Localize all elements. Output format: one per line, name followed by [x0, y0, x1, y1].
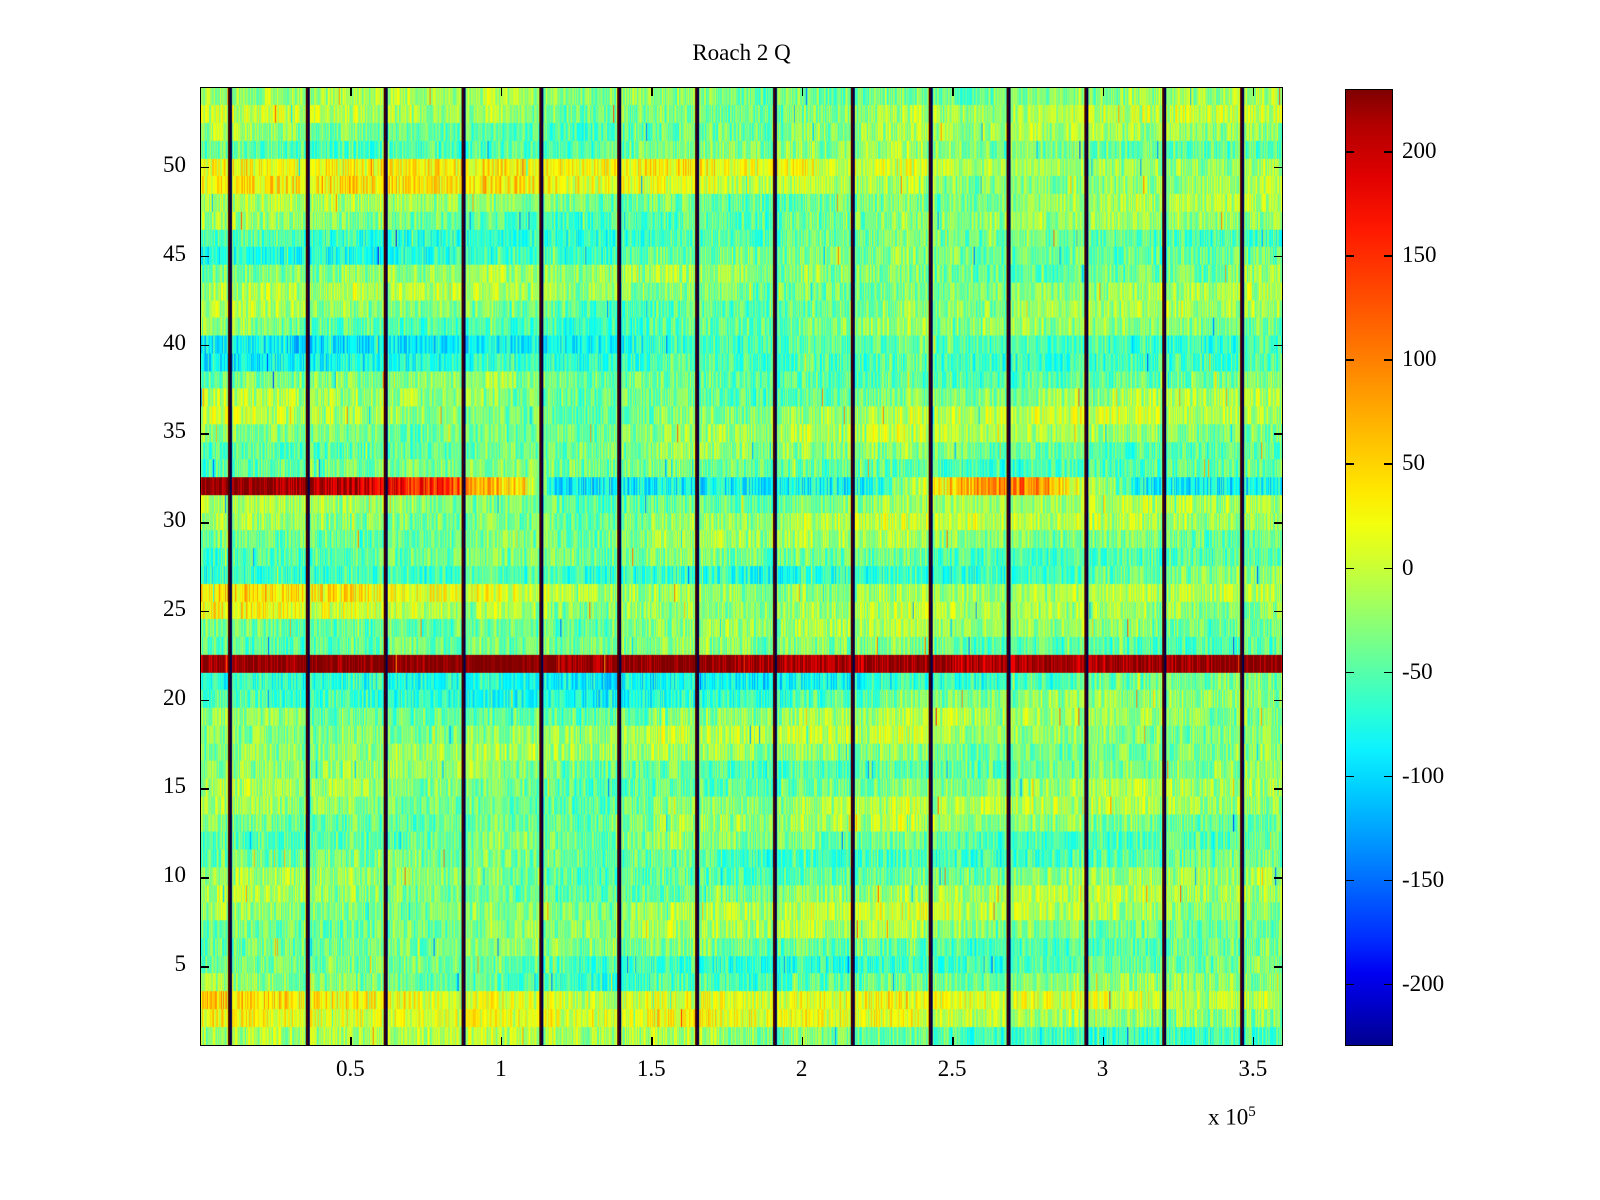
colorbar-tick-label: -50 [1402, 658, 1433, 684]
y-axis-tick-mark [200, 255, 209, 258]
colorbar-tick-mark-right [1384, 567, 1393, 569]
y-axis-tick-mark-right [1274, 788, 1283, 790]
y-axis-tick-mark-right [1274, 966, 1283, 968]
page-title: Roach 2 Q [692, 40, 791, 65]
colorbar-tick-mark-left [1345, 359, 1354, 361]
x-axis-tick-label: 1 [495, 1056, 507, 1081]
y-axis-tick-label: 35 [163, 418, 186, 444]
x-axis-tick-label: 2.5 [937, 1056, 967, 1081]
y-axis-tick-mark-right [1274, 255, 1283, 258]
x-axis-tick-mark [801, 1037, 804, 1046]
y-axis-tick-mark-right [1274, 344, 1283, 346]
y-axis-tick-mark-right [1274, 610, 1283, 613]
x-axis-tick-mark [1102, 1037, 1104, 1046]
colorbar-tick-mark-right [1384, 255, 1393, 257]
x-axis-tick-mark-top [1102, 87, 1104, 96]
y-axis-tick-mark-right [1274, 699, 1283, 702]
x-axis-tick-label: 3 [1096, 1056, 1109, 1081]
x-axis-tick-mark-top [952, 87, 954, 96]
x-axis-tick-mark-top [500, 87, 503, 96]
y-axis-tick-label: 10 [163, 862, 186, 888]
y-axis-tick-label: 20 [163, 684, 186, 710]
colorbar-tick-mark-left [1345, 567, 1354, 569]
x-axis-tick-mark [1252, 1037, 1255, 1046]
y-axis-tick-mark [200, 966, 209, 968]
colorbar-tick-mark-left [1345, 463, 1354, 465]
y-axis-tick-mark-right [1274, 433, 1283, 435]
colorbar-tick-mark-right [1384, 359, 1393, 361]
y-axis-tick-label: 5 [174, 951, 187, 977]
x-axis-tick-mark [651, 1037, 653, 1046]
colorbar-tick-label: -150 [1402, 866, 1445, 892]
x-axis-exponent-power: 5 [1248, 1104, 1256, 1120]
colorbar-tick-mark-right [1384, 671, 1393, 674]
colorbar-tick-label: -100 [1402, 762, 1445, 788]
colorbar-tick-mark-left [1345, 151, 1354, 153]
colorbar-tick-mark-right [1384, 463, 1393, 465]
y-axis-tick-label: 25 [163, 595, 186, 621]
x-axis-tick-mark-top [1252, 87, 1255, 96]
x-axis-tick-label: 1.5 [636, 1056, 666, 1081]
x-axis-exponent-base: x 10 [1208, 1104, 1249, 1130]
colorbar-tick-mark-left [1345, 671, 1354, 674]
y-axis-tick-mark [200, 788, 209, 790]
x-axis-exponent: x 105 [1208, 1104, 1256, 1131]
x-axis-tick-mark-top [801, 87, 804, 96]
y-axis-tick-mark [200, 699, 209, 702]
colorbar-tick-mark-left [1345, 879, 1354, 882]
y-axis-tick-mark [200, 610, 209, 613]
x-axis-tick-mark [500, 1037, 503, 1046]
y-axis-tick-mark-right [1274, 166, 1283, 169]
colorbar-tick-mark-left [1345, 255, 1354, 257]
colorbar-tick-mark-right [1384, 983, 1393, 986]
y-axis-tick-label: 40 [163, 329, 186, 355]
colorbar-tick-label: 100 [1402, 346, 1437, 372]
colorbar-tick-label: -200 [1402, 970, 1445, 996]
colorbar-tick-mark-left [1345, 775, 1354, 778]
y-axis-tick-label: 45 [163, 240, 186, 266]
heatmap-axes [200, 87, 1283, 1046]
y-axis-tick-mark [200, 433, 209, 435]
x-axis-tick-mark [350, 1037, 352, 1046]
x-axis-tick-mark-top [651, 87, 653, 96]
y-axis-tick-label: 50 [163, 151, 186, 177]
y-axis-tick-mark-right [1274, 522, 1283, 524]
x-axis-tick-mark [952, 1037, 954, 1046]
x-axis-tick-label: 3.5 [1238, 1056, 1268, 1081]
y-axis-tick-mark-right [1274, 877, 1283, 879]
x-axis-tick-label: 0.5 [336, 1056, 365, 1081]
heatmap-image [201, 88, 1282, 1045]
colorbar-tick-mark-right [1384, 775, 1393, 778]
colorbar-tick-mark-left [1345, 983, 1354, 986]
y-axis-tick-mark [200, 166, 209, 169]
colorbar-tick-label: 150 [1402, 242, 1437, 268]
y-axis-tick-mark [200, 877, 209, 879]
y-axis-tick-mark [200, 344, 209, 346]
x-axis-tick-label: 2 [795, 1056, 808, 1081]
colorbar-tick-label: 50 [1402, 450, 1425, 476]
x-axis-tick-mark-top [350, 87, 352, 96]
y-axis-tick-mark [200, 522, 209, 524]
colorbar-tick-label: 0 [1402, 554, 1414, 580]
colorbar-tick-mark-right [1384, 151, 1393, 153]
y-axis-tick-label: 15 [163, 773, 186, 799]
colorbar-tick-mark-right [1384, 879, 1393, 882]
y-axis-tick-label: 30 [163, 507, 186, 533]
colorbar-tick-label: 200 [1402, 138, 1437, 164]
